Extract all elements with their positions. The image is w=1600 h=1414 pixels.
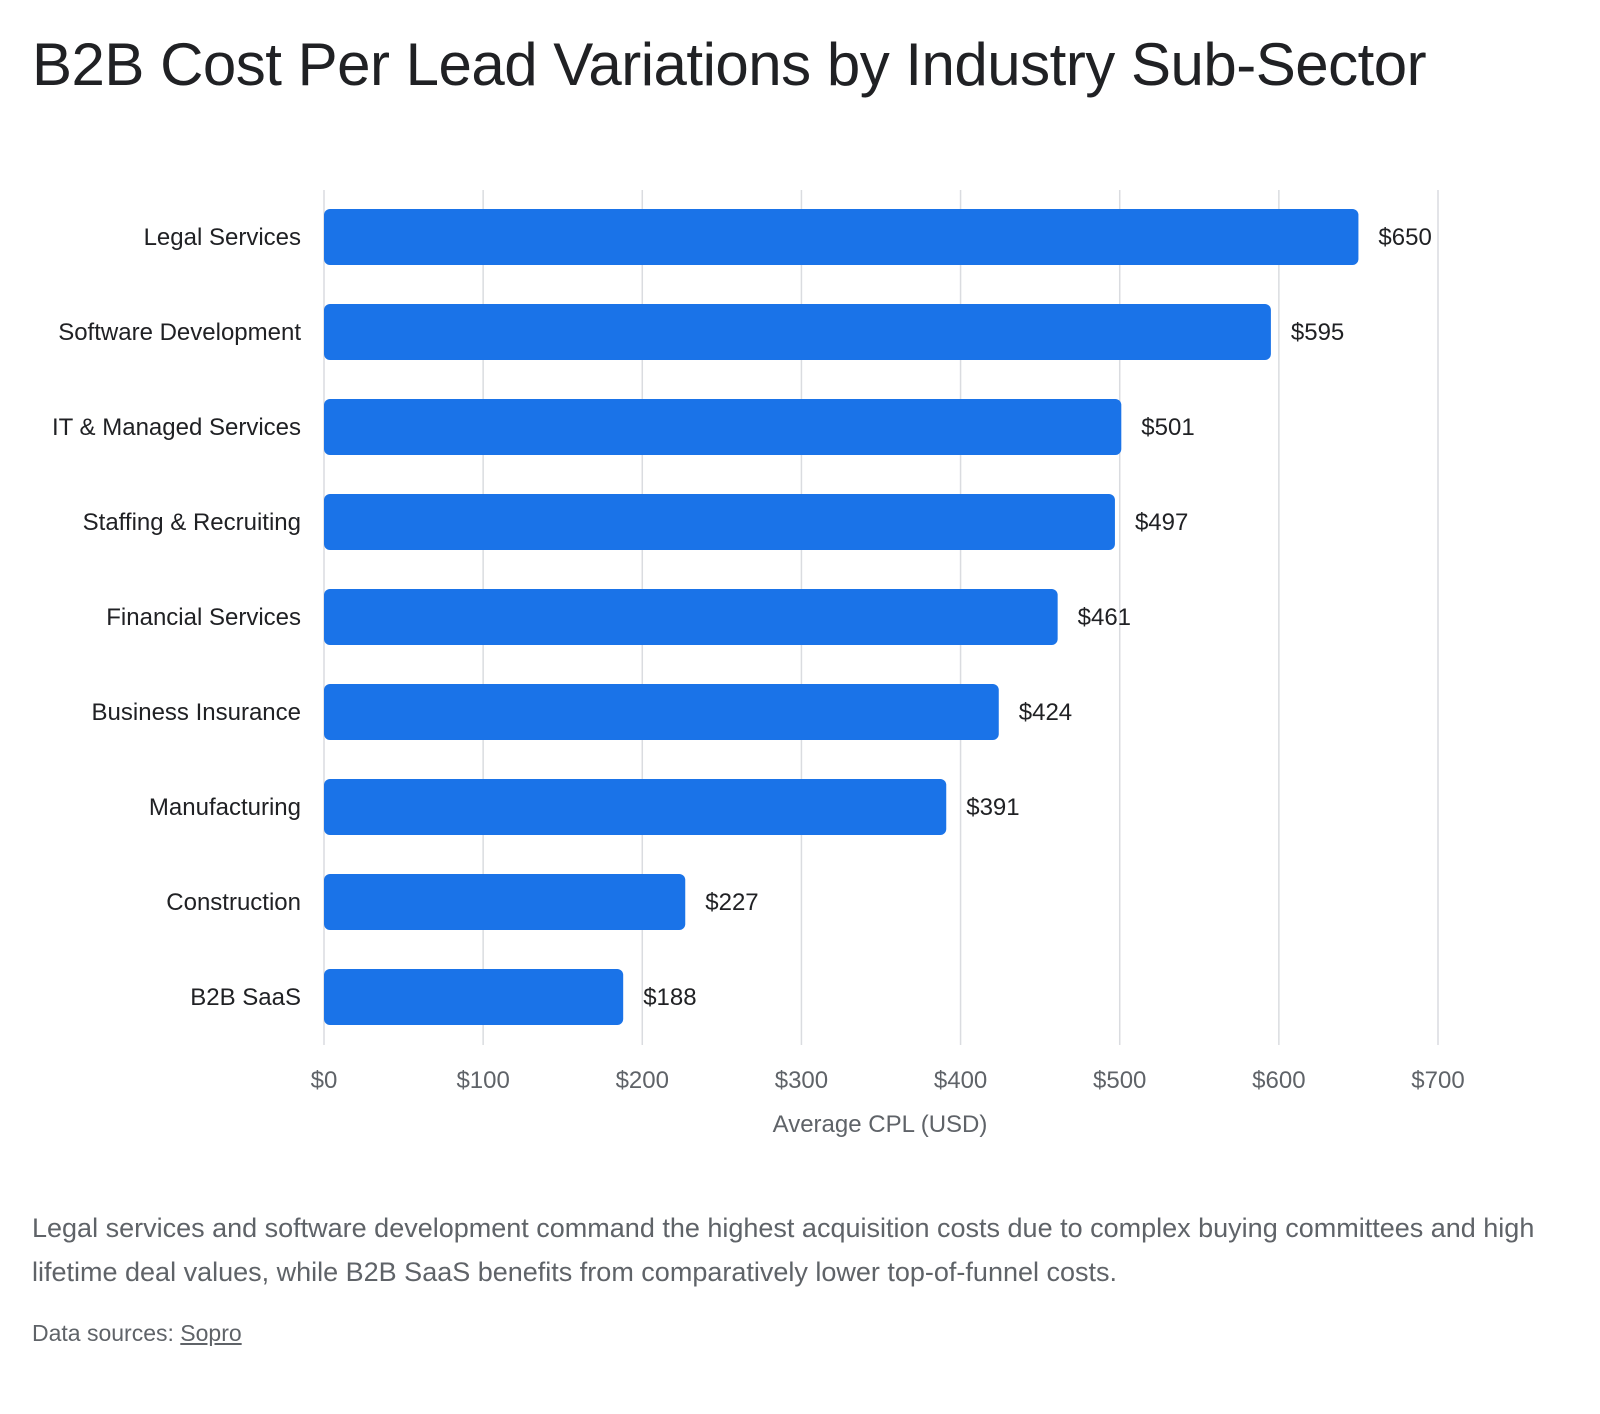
bar — [324, 874, 686, 930]
x-tick-label: $500 — [1093, 1067, 1146, 1094]
category-label: Software Development — [58, 319, 301, 346]
category-label: B2B SaaS — [190, 984, 301, 1011]
category-label: Manufacturing — [149, 794, 301, 821]
value-label: $461 — [1078, 604, 1131, 631]
bar — [324, 304, 1271, 360]
value-label: $424 — [1019, 699, 1072, 726]
x-tick-label: $700 — [1411, 1067, 1464, 1094]
bar — [324, 589, 1058, 645]
x-tick-label: $600 — [1252, 1067, 1305, 1094]
chart-caption: Legal services and software development … — [32, 1213, 1535, 1287]
x-tick-labels: $0 $100 $200 $300 $400 $500 $600 $700 — [311, 1067, 1465, 1094]
value-label: $650 — [1378, 224, 1431, 251]
source-link-sopro[interactable]: Sopro — [180, 1320, 242, 1346]
x-tick-label: $200 — [616, 1067, 669, 1094]
category-label: IT & Managed Services — [52, 414, 301, 441]
category-label: Business Insurance — [92, 699, 301, 726]
bars — [324, 209, 1359, 1025]
x-tick-label: $400 — [934, 1067, 987, 1094]
category-label: Construction — [166, 889, 301, 916]
category-label: Staffing & Recruiting — [83, 509, 301, 536]
value-label: $497 — [1135, 509, 1188, 536]
data-sources-label: Data sources: — [32, 1320, 174, 1346]
bar-chart: Legal Services Software Development IT & M… — [52, 190, 1465, 1138]
value-label: $501 — [1141, 414, 1194, 441]
chart-title: B2B Cost Per Lead Variations by Industry… — [32, 31, 1427, 98]
x-tick-label: $300 — [775, 1067, 828, 1094]
value-label: $188 — [643, 984, 696, 1011]
value-label: $595 — [1291, 319, 1344, 346]
x-tick-label: $0 — [311, 1067, 338, 1094]
x-axis-title: Average CPL (USD) — [773, 1111, 988, 1138]
data-sources: Data sources: Sopro — [32, 1320, 242, 1347]
bar — [324, 494, 1115, 550]
bar — [324, 399, 1122, 455]
category-label: Legal Services — [144, 224, 301, 251]
bar — [324, 969, 624, 1025]
category-label: Financial Services — [106, 604, 301, 631]
bar — [324, 779, 947, 835]
value-label: $227 — [705, 889, 758, 916]
value-label: $391 — [966, 794, 1019, 821]
x-tick-label: $100 — [456, 1067, 509, 1094]
category-labels: Legal Services Software Development IT & M… — [52, 224, 301, 1011]
bar — [324, 209, 1359, 265]
bar — [324, 684, 999, 740]
value-labels: $650 $595 $501 $497 $461 $424 $391 $227 $188 — [643, 224, 1432, 1011]
